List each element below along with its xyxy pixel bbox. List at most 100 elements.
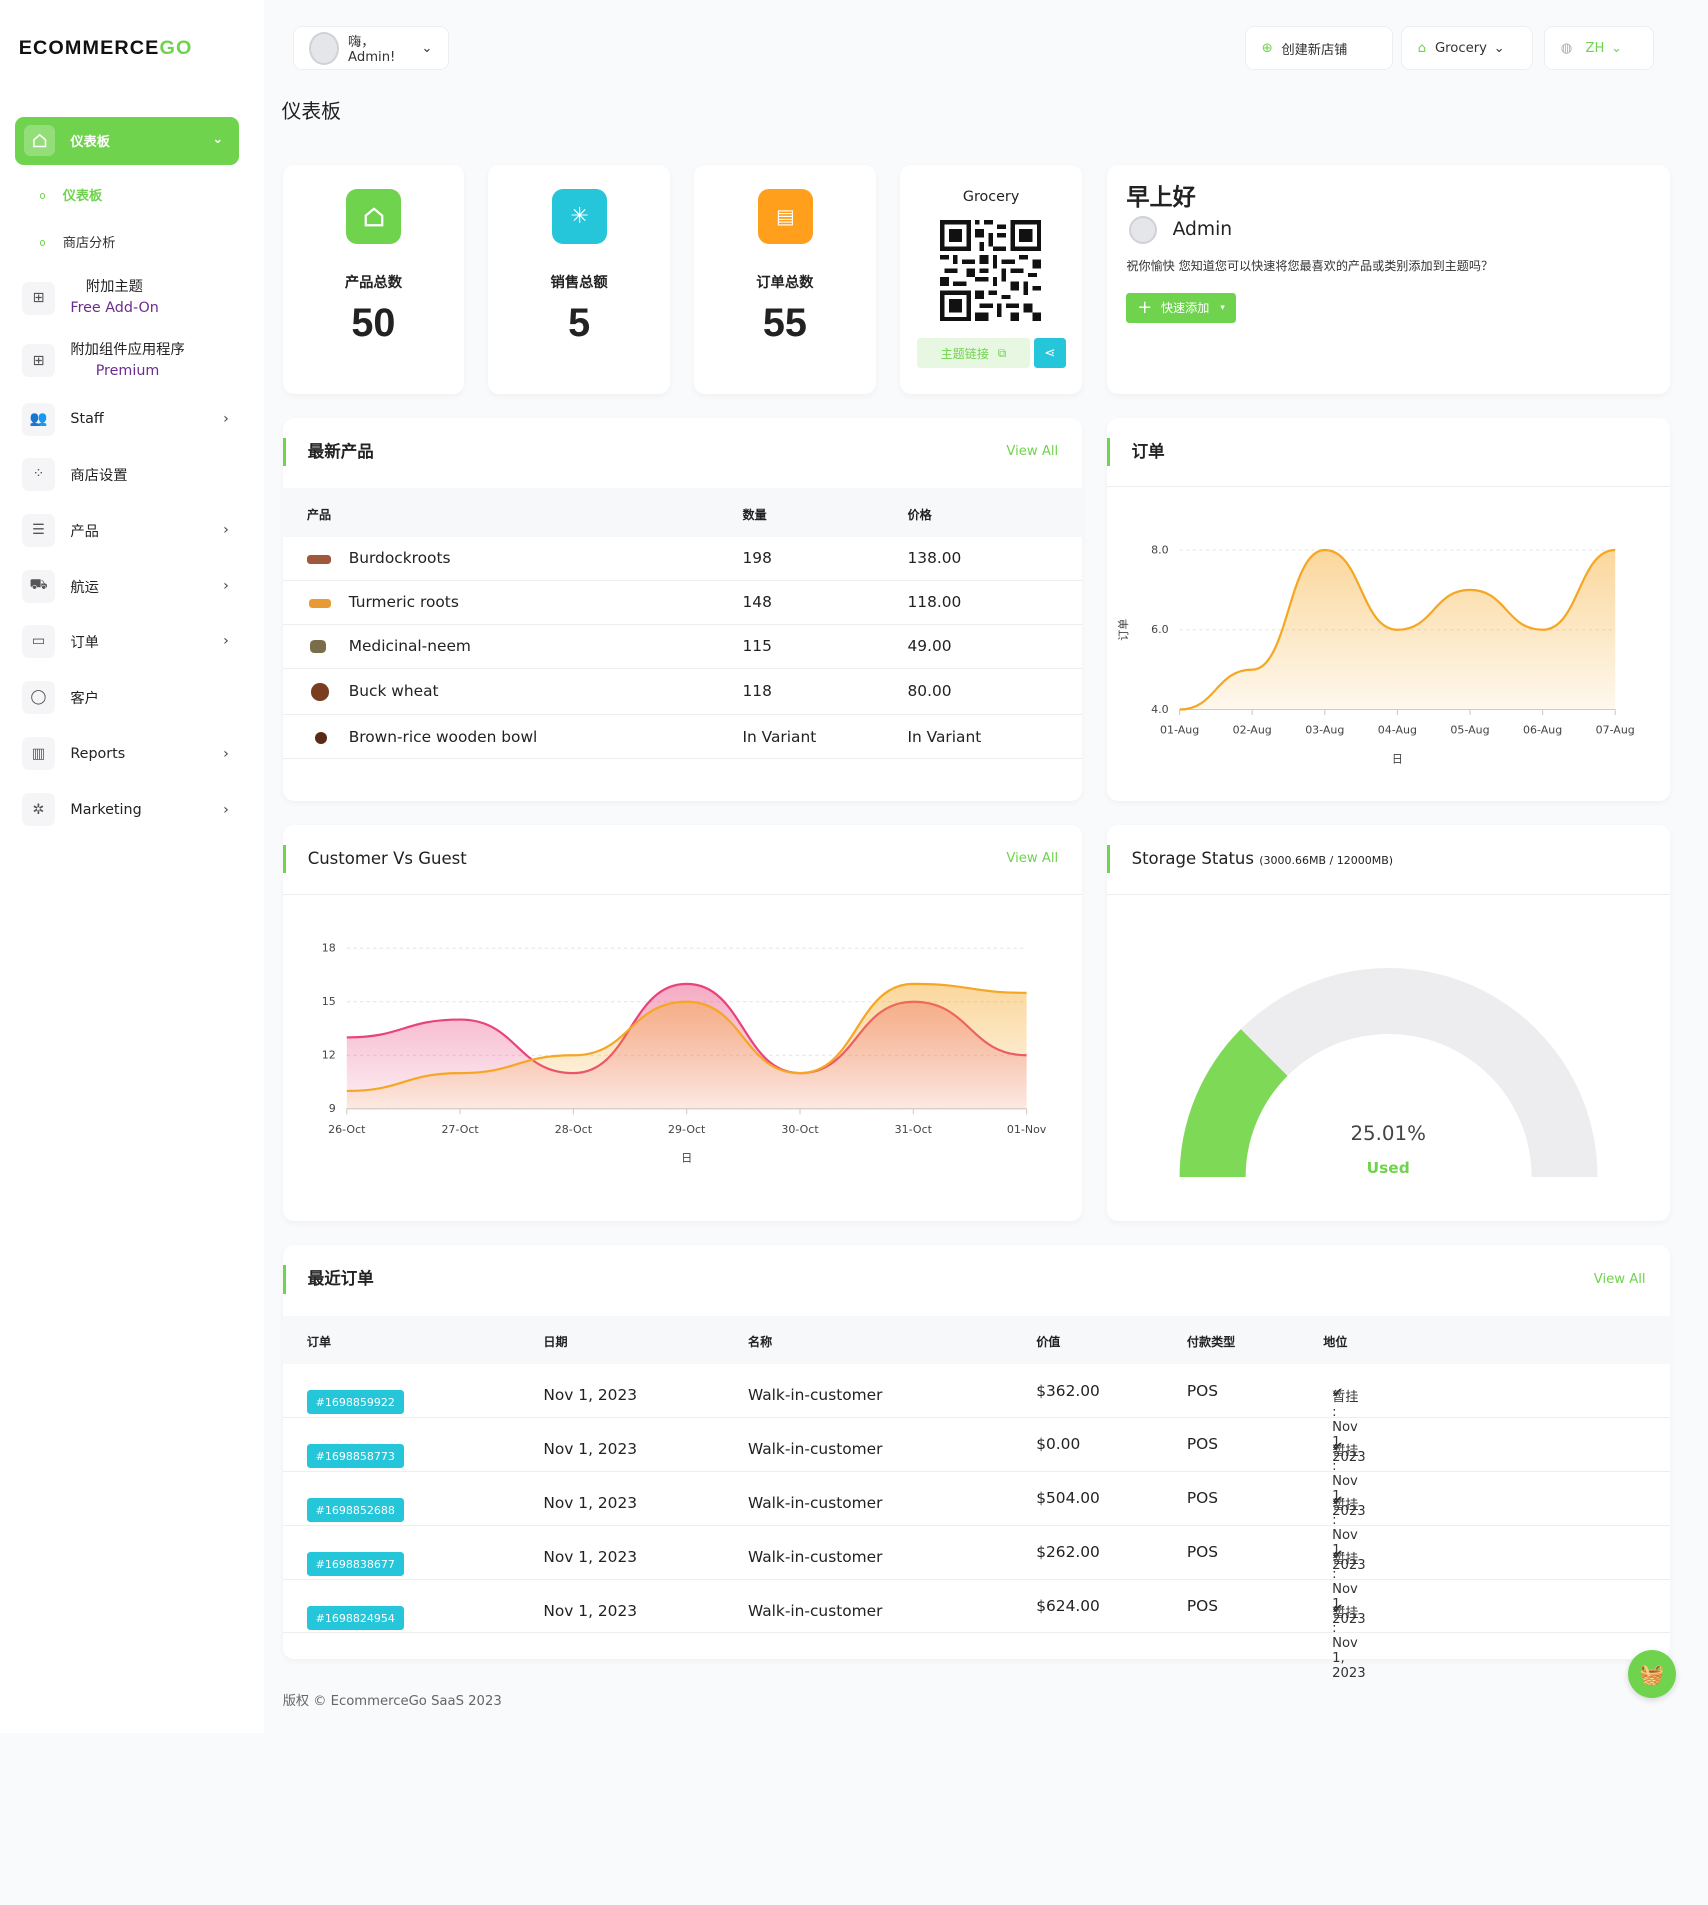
table-row[interactable]: #1698859922 Nov 1, 2023 Walk-in-customer $3… xyxy=(282,1364,1670,1465)
home-icon xyxy=(346,189,402,245)
chevron-right-icon: › xyxy=(223,578,229,595)
table-row[interactable]: #1698824954 Nov 1, 2023 Walk-in-customer $6… xyxy=(282,1580,1670,1681)
section-title: 最新产品 xyxy=(282,437,374,467)
table-row[interactable]: Brown-rice wooden bowl In Variant In Varia… xyxy=(282,715,1083,759)
sidebar-item-customers[interactable]: ◯ 客户 xyxy=(22,680,242,714)
chevron-right-icon: › xyxy=(223,411,229,428)
sidebar: ECOMMERCEGO 仪表板 ⌄ 仪表板 商店分析 ⊞ 附加主题 Free Add… xyxy=(0,0,264,1733)
table-header: 产品 数量 价格 xyxy=(282,488,1083,537)
chevron-down-icon: ⌄ xyxy=(1493,40,1505,56)
check-icon: ✔ xyxy=(1332,1385,1344,1401)
product-thumbnail xyxy=(310,640,326,654)
x-tick-label: 30-Oct xyxy=(781,1123,819,1136)
brand-logo[interactable]: ECOMMERCEGO xyxy=(18,37,193,60)
sidebar-sub-store-analytics[interactable]: 商店分析 xyxy=(39,232,115,251)
sidebar-item-dashboard[interactable]: 仪表板 ⌄ xyxy=(15,116,239,165)
share-button[interactable]: ⋖ xyxy=(1033,337,1066,369)
qr-card: Grocery 主题链接 ⧉ ⋖ xyxy=(899,165,1083,394)
sidebar-item-staff[interactable]: 👥 Staff › xyxy=(22,402,242,436)
check-icon: ✔ xyxy=(1332,1547,1344,1563)
check-icon: ✔ xyxy=(1332,1493,1344,1509)
table-row[interactable]: #1698838677 Nov 1, 2023 Walk-in-customer $2… xyxy=(282,1526,1670,1627)
view-all-link[interactable]: View All xyxy=(1006,444,1059,460)
clipboard-icon: ▤ xyxy=(757,189,813,245)
avatar xyxy=(308,31,340,65)
x-tick-label: 01-Aug xyxy=(1160,724,1199,737)
bar-chart-icon: ▥ xyxy=(22,737,55,770)
section-title: 最近订单 xyxy=(282,1264,374,1294)
y-tick-label: 18 xyxy=(321,942,335,955)
x-axis-label: 日 xyxy=(681,1152,692,1165)
latest-products-card: 最新产品 View All 产品 数量 价格 Burdockroots 198 13… xyxy=(282,418,1083,801)
globe-icon: ◍ xyxy=(1560,40,1573,56)
storage-gauge xyxy=(1179,968,1598,1177)
series-line xyxy=(346,982,1027,1093)
store-icon: ⌂ xyxy=(1417,40,1427,56)
gauge-used-fill xyxy=(1179,1029,1288,1177)
check-icon: ✔ xyxy=(1332,1439,1344,1455)
product-thumbnail xyxy=(306,555,332,565)
sidebar-sub-dashboard[interactable]: 仪表板 xyxy=(39,185,102,204)
language-selector[interactable]: ◍ ZH ⌄ xyxy=(1544,26,1655,71)
table-row[interactable]: Medicinal-neem 115 49.00 xyxy=(282,625,1083,669)
table-row[interactable]: #1698858773 Nov 1, 2023 Walk-in-customer $0… xyxy=(282,1418,1670,1519)
truck-icon: ⛟ xyxy=(22,569,55,603)
gauge-track xyxy=(1179,968,1598,1177)
product-thumbnail xyxy=(314,731,327,744)
sidebar-item-store-settings[interactable]: ⁘ 商店设置 xyxy=(22,457,242,491)
customer-guest-card: Customer Vs Guest View All 9 12 15 18 26-Oct… xyxy=(282,825,1083,1221)
welcome-card: 早上好 Admin 祝你愉快 您知道您可以快速将您最喜欢的产品或类别添加到主题吗… xyxy=(1106,165,1670,394)
orders-chart-card: 订单 4.0 6.0 8.0 01-Aug 02-Aug 03-Aug 04-Aug 05-A… xyxy=(1106,418,1670,801)
store-selector[interactable]: ⌂ Grocery ⌄ xyxy=(1401,26,1534,71)
x-tick-label: 31-Oct xyxy=(894,1123,932,1136)
x-tick-label: 02-Aug xyxy=(1232,724,1271,737)
caret-down-icon: ▾ xyxy=(1220,302,1225,313)
create-store-button[interactable]: ⊕ 创建新店铺 xyxy=(1245,26,1393,71)
sidebar-item-orders[interactable]: ▭ 订单 › xyxy=(22,624,242,658)
y-tick-label: 6.0 xyxy=(1151,623,1169,636)
sidebar-item-addon-themes[interactable]: ⊞ 附加主题 Free Add-On xyxy=(22,277,242,319)
share-icon: ⋖ xyxy=(1044,345,1056,361)
series-area xyxy=(346,983,1027,1109)
view-all-link[interactable]: View All xyxy=(1006,851,1059,867)
y-tick-label: 15 xyxy=(321,995,335,1008)
x-tick-label: 01-Nov xyxy=(1007,1123,1047,1136)
check-icon: ✔ xyxy=(1332,1601,1344,1617)
storage-percent: 25.01% xyxy=(1350,1122,1426,1145)
x-tick-label: 03-Aug xyxy=(1305,724,1344,737)
product-thumbnail xyxy=(311,683,329,701)
cart-fab-button[interactable]: 🧺 xyxy=(1628,1650,1677,1699)
sidebar-item-reports[interactable]: ▥ Reports › xyxy=(22,737,242,770)
storage-used-label: Used xyxy=(1366,1159,1410,1178)
x-tick-label: 29-Oct xyxy=(668,1123,706,1136)
sparkle-icon: ✲ xyxy=(22,793,55,827)
table-row[interactable]: #1698852688 Nov 1, 2023 Walk-in-customer $5… xyxy=(282,1472,1670,1573)
chevron-right-icon: › xyxy=(223,522,229,539)
chevron-down-icon: ⌄ xyxy=(212,131,224,147)
user-menu[interactable]: 嗨，Admin! ⌄ xyxy=(292,26,449,71)
sidebar-item-shipping[interactable]: ⛟ 航运 › xyxy=(22,569,242,603)
x-tick-label: 28-Oct xyxy=(554,1123,592,1136)
stat-card-sales: ✳ 销售总额 5 xyxy=(488,165,670,394)
view-all-link[interactable]: View All xyxy=(1593,1271,1646,1287)
x-tick-label: 26-Oct xyxy=(328,1123,366,1136)
y-tick-label: 4.0 xyxy=(1151,703,1169,716)
sidebar-item-marketing[interactable]: ✲ Marketing › xyxy=(22,793,242,827)
loader-icon: ✳ xyxy=(552,189,608,245)
loader-icon: ⁘ xyxy=(22,457,55,491)
users-icon: 👥 xyxy=(22,402,55,436)
theme-link-copy-button[interactable]: 主题链接 ⧉ xyxy=(917,337,1030,369)
sidebar-item-addon-apps[interactable]: ⊞ 附加组件应用程序 Premium xyxy=(22,340,242,382)
home-icon xyxy=(24,125,55,157)
section-title: Customer Vs Guest xyxy=(282,844,467,874)
sidebar-item-products[interactable]: ☰ 产品 › xyxy=(22,513,242,547)
quick-add-button[interactable]: + 快速添加 ▾ xyxy=(1126,292,1236,324)
x-tick-label: 04-Aug xyxy=(1377,724,1416,737)
table-row[interactable]: Burdockroots 198 138.00 xyxy=(282,537,1083,581)
y-tick-label: 12 xyxy=(321,1049,335,1062)
list-icon: ☰ xyxy=(22,513,55,547)
chevron-down-icon: ⌄ xyxy=(1611,40,1623,56)
table-row[interactable]: Turmeric roots 148 118.00 xyxy=(282,581,1083,625)
x-tick-label: 07-Aug xyxy=(1595,724,1634,737)
table-row[interactable]: Buck wheat 118 80.00 xyxy=(282,669,1083,715)
